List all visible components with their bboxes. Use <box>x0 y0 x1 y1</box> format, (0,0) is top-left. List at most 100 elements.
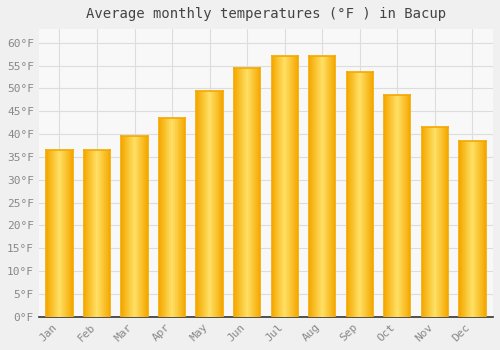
Bar <box>406 95 407 317</box>
Bar <box>141 136 142 317</box>
Bar <box>318 56 319 317</box>
Bar <box>322 56 323 317</box>
Bar <box>408 95 409 317</box>
Bar <box>313 56 314 317</box>
Bar <box>386 95 387 317</box>
Bar <box>58 150 59 317</box>
Bar <box>253 68 254 317</box>
Bar <box>446 127 448 317</box>
Bar <box>207 91 208 317</box>
Bar <box>100 150 101 317</box>
Bar <box>257 68 258 317</box>
Bar <box>140 136 141 317</box>
Bar <box>351 72 352 317</box>
Bar <box>128 136 130 317</box>
Bar <box>294 56 295 317</box>
Bar <box>480 141 481 317</box>
Bar <box>467 141 468 317</box>
Bar <box>295 56 296 317</box>
Bar <box>435 127 436 317</box>
Bar <box>174 118 176 317</box>
Bar <box>234 68 236 317</box>
Bar <box>331 56 332 317</box>
Bar <box>147 136 148 317</box>
Bar <box>315 56 316 317</box>
Bar <box>323 56 324 317</box>
Bar <box>461 141 462 317</box>
Bar <box>246 68 247 317</box>
Bar <box>310 56 311 317</box>
Bar <box>330 56 331 317</box>
Bar <box>438 127 439 317</box>
Bar <box>144 136 145 317</box>
Bar <box>94 150 95 317</box>
Bar <box>219 91 220 317</box>
Bar <box>204 91 205 317</box>
Bar <box>348 72 350 317</box>
Bar <box>400 95 402 317</box>
Bar <box>61 150 62 317</box>
Bar <box>430 127 431 317</box>
Bar <box>256 68 257 317</box>
Bar <box>462 141 463 317</box>
Bar <box>146 136 147 317</box>
Bar <box>133 136 134 317</box>
Bar <box>444 127 446 317</box>
Bar <box>436 127 437 317</box>
Bar <box>479 141 480 317</box>
Bar <box>197 91 198 317</box>
Bar <box>370 72 371 317</box>
Bar <box>251 68 252 317</box>
Bar <box>333 56 334 317</box>
Bar <box>359 72 360 317</box>
Bar <box>443 127 444 317</box>
Bar <box>272 56 273 317</box>
Bar <box>432 127 433 317</box>
Bar <box>481 141 482 317</box>
Bar <box>258 68 259 317</box>
Bar <box>199 91 200 317</box>
Bar <box>321 56 322 317</box>
Bar <box>350 72 351 317</box>
Bar <box>162 118 163 317</box>
Bar <box>478 141 479 317</box>
Bar <box>363 72 364 317</box>
Bar <box>68 150 70 317</box>
Bar <box>320 56 321 317</box>
Bar <box>354 72 355 317</box>
Bar <box>56 150 57 317</box>
Bar <box>245 68 246 317</box>
Bar <box>241 68 242 317</box>
Bar <box>327 56 328 317</box>
Bar <box>170 118 171 317</box>
Bar <box>485 141 486 317</box>
Bar <box>222 91 223 317</box>
Bar <box>102 150 103 317</box>
Bar <box>90 150 91 317</box>
Bar <box>211 91 212 317</box>
Bar <box>275 56 276 317</box>
Bar <box>329 56 330 317</box>
Bar <box>255 68 256 317</box>
Bar <box>160 118 161 317</box>
Bar <box>48 150 49 317</box>
Bar <box>108 150 109 317</box>
Bar <box>178 118 180 317</box>
Bar <box>312 56 313 317</box>
Bar <box>51 150 52 317</box>
Bar <box>50 150 51 317</box>
Bar <box>54 150 55 317</box>
Bar <box>95 150 96 317</box>
Bar <box>218 91 219 317</box>
Bar <box>60 150 61 317</box>
Bar <box>109 150 110 317</box>
Bar <box>366 72 367 317</box>
Bar <box>390 95 391 317</box>
Bar <box>198 91 199 317</box>
Bar <box>334 56 336 317</box>
Bar <box>52 150 53 317</box>
Bar <box>293 56 294 317</box>
Bar <box>362 72 363 317</box>
Bar <box>242 68 243 317</box>
Bar <box>126 136 128 317</box>
